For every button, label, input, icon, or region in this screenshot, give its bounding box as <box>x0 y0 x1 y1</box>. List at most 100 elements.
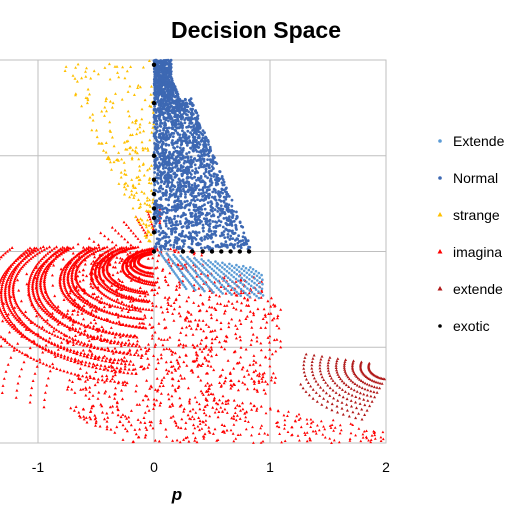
point-imagina <box>232 291 236 295</box>
point-imagina <box>104 366 108 370</box>
point-imagina <box>329 426 333 429</box>
point-imagina <box>244 347 248 351</box>
point-normal <box>169 243 173 247</box>
point-imagina <box>20 320 24 324</box>
point-imagina <box>43 398 46 401</box>
point-imagina <box>80 359 84 363</box>
point-imagina <box>96 357 100 361</box>
point-imagina <box>251 332 255 336</box>
point-imagina <box>119 344 123 348</box>
point-imagina <box>82 332 86 335</box>
point-imagina <box>201 420 205 423</box>
point-imagina <box>93 364 97 367</box>
point-imagina <box>195 400 199 404</box>
point-imagina <box>75 258 79 262</box>
point-strange <box>145 196 149 199</box>
point-imagina <box>309 418 313 421</box>
point-imagina <box>84 387 88 391</box>
point-imagina <box>93 268 97 272</box>
point-imagina <box>24 326 29 330</box>
point-imagina <box>29 299 33 303</box>
point-imagina <box>70 274 74 278</box>
point-imagina <box>225 304 229 307</box>
point-imagina <box>34 286 38 290</box>
point-imagina <box>124 223 128 226</box>
point-strange <box>135 151 139 155</box>
point-normal <box>235 210 238 214</box>
scatter-points <box>0 58 387 444</box>
point-extende <box>363 413 367 416</box>
point-imagina <box>62 282 66 286</box>
point-imagina <box>303 431 306 434</box>
point-imagina <box>14 396 18 399</box>
point-imagina <box>150 308 154 312</box>
point-imagina <box>44 319 48 323</box>
point-strange <box>103 66 107 69</box>
point-extende <box>351 361 355 364</box>
point-imagina <box>123 367 127 371</box>
point-imagina <box>68 349 72 353</box>
point-imagina <box>27 293 31 296</box>
point-extende <box>347 377 351 381</box>
point-imagina <box>92 252 96 256</box>
point-imagina <box>321 433 325 436</box>
point-extende <box>312 353 316 357</box>
point-strange <box>143 201 147 205</box>
point-strange <box>127 125 131 129</box>
point-imagina <box>37 266 42 270</box>
point-imagina <box>122 355 126 359</box>
point-imagina <box>365 429 368 432</box>
point-imagina <box>70 277 74 281</box>
point-strange <box>144 225 148 229</box>
point-imagina <box>0 255 3 259</box>
point-imagina <box>72 351 76 354</box>
point-imagina <box>70 269 75 273</box>
point-extende <box>363 387 367 391</box>
point-imagina <box>94 285 98 289</box>
point-imagina <box>361 436 365 439</box>
point-imagina <box>31 290 35 294</box>
point-strange <box>130 156 134 159</box>
point-imagina <box>220 383 223 387</box>
point-extende <box>335 368 338 372</box>
point-normal <box>223 236 227 240</box>
point-imagina <box>9 300 13 304</box>
point-extende <box>318 360 322 364</box>
point-extende <box>316 382 320 386</box>
point-extende <box>314 391 318 394</box>
point-imagina <box>89 284 93 288</box>
point-imagina <box>229 288 233 291</box>
point-imagina <box>96 356 100 359</box>
point-imagina <box>3 289 7 293</box>
point-imagina <box>124 323 129 327</box>
point-imagina <box>188 409 192 413</box>
point-imagina <box>16 304 20 308</box>
point-imagina <box>237 361 241 364</box>
point-imagina <box>117 313 121 317</box>
point-extende <box>301 386 305 390</box>
point-imagina <box>97 316 101 320</box>
point-imagina <box>131 255 135 258</box>
point-strange <box>125 139 129 143</box>
point-imagina <box>207 359 211 363</box>
point-imagina <box>255 335 259 339</box>
point-extende <box>310 363 314 367</box>
point-extende <box>370 400 374 403</box>
point-imagina <box>202 408 206 411</box>
point-normal <box>187 183 191 186</box>
point-imagina <box>139 420 143 424</box>
point-imagina <box>110 369 114 373</box>
point-normal <box>212 187 216 191</box>
point-imagina <box>72 409 76 412</box>
point-imagina <box>83 288 87 292</box>
point-normal <box>219 234 222 238</box>
point-imagina <box>91 394 95 397</box>
point-extende <box>338 386 342 389</box>
point-imagina <box>65 297 69 300</box>
point-imagina <box>111 312 115 316</box>
point-imagina <box>152 293 156 296</box>
point-imagina <box>12 314 16 318</box>
point-imagina <box>70 279 74 283</box>
point-imagina <box>199 364 203 367</box>
point-imagina <box>242 296 246 300</box>
